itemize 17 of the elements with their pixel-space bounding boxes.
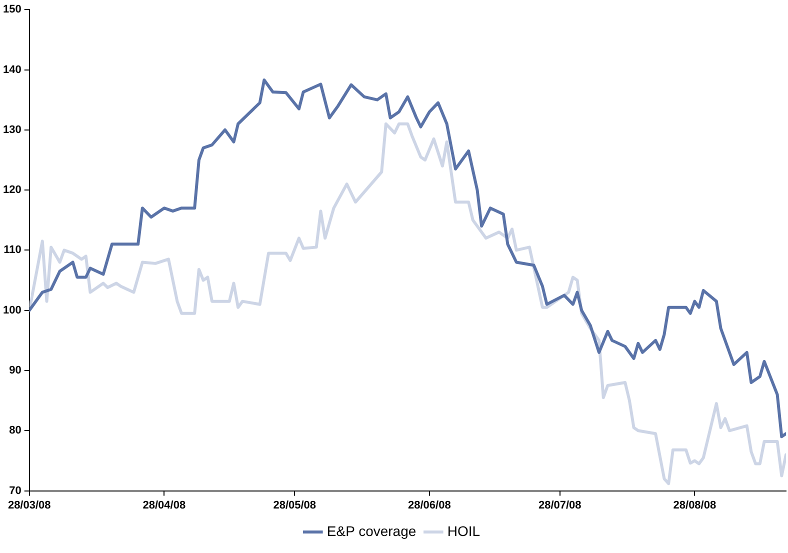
y-tick-label: 140 [2, 64, 22, 76]
legend-label: E&P coverage [326, 522, 416, 539]
x-tick-label: 28/06/08 [408, 499, 451, 512]
legend-label: HOIL [447, 522, 480, 539]
y-tick-label: 80 [9, 424, 22, 437]
x-tick-label: 28/05/08 [273, 499, 316, 512]
x-tick-label: 28/07/08 [538, 499, 582, 512]
y-tick-label: 150 [2, 4, 22, 16]
y-tick-label: 90 [9, 364, 22, 377]
x-tick-label: 28/08/08 [673, 499, 716, 512]
y-tick-label: 130 [2, 124, 22, 136]
y-tick-label: 100 [2, 304, 22, 316]
y-tick-label: 70 [9, 484, 22, 497]
y-tick-label: 120 [2, 184, 22, 196]
x-tick-label: 28/04/08 [142, 499, 186, 512]
y-tick-label: 110 [4, 244, 22, 256]
x-tick-label: 28/03/08 [8, 499, 51, 512]
